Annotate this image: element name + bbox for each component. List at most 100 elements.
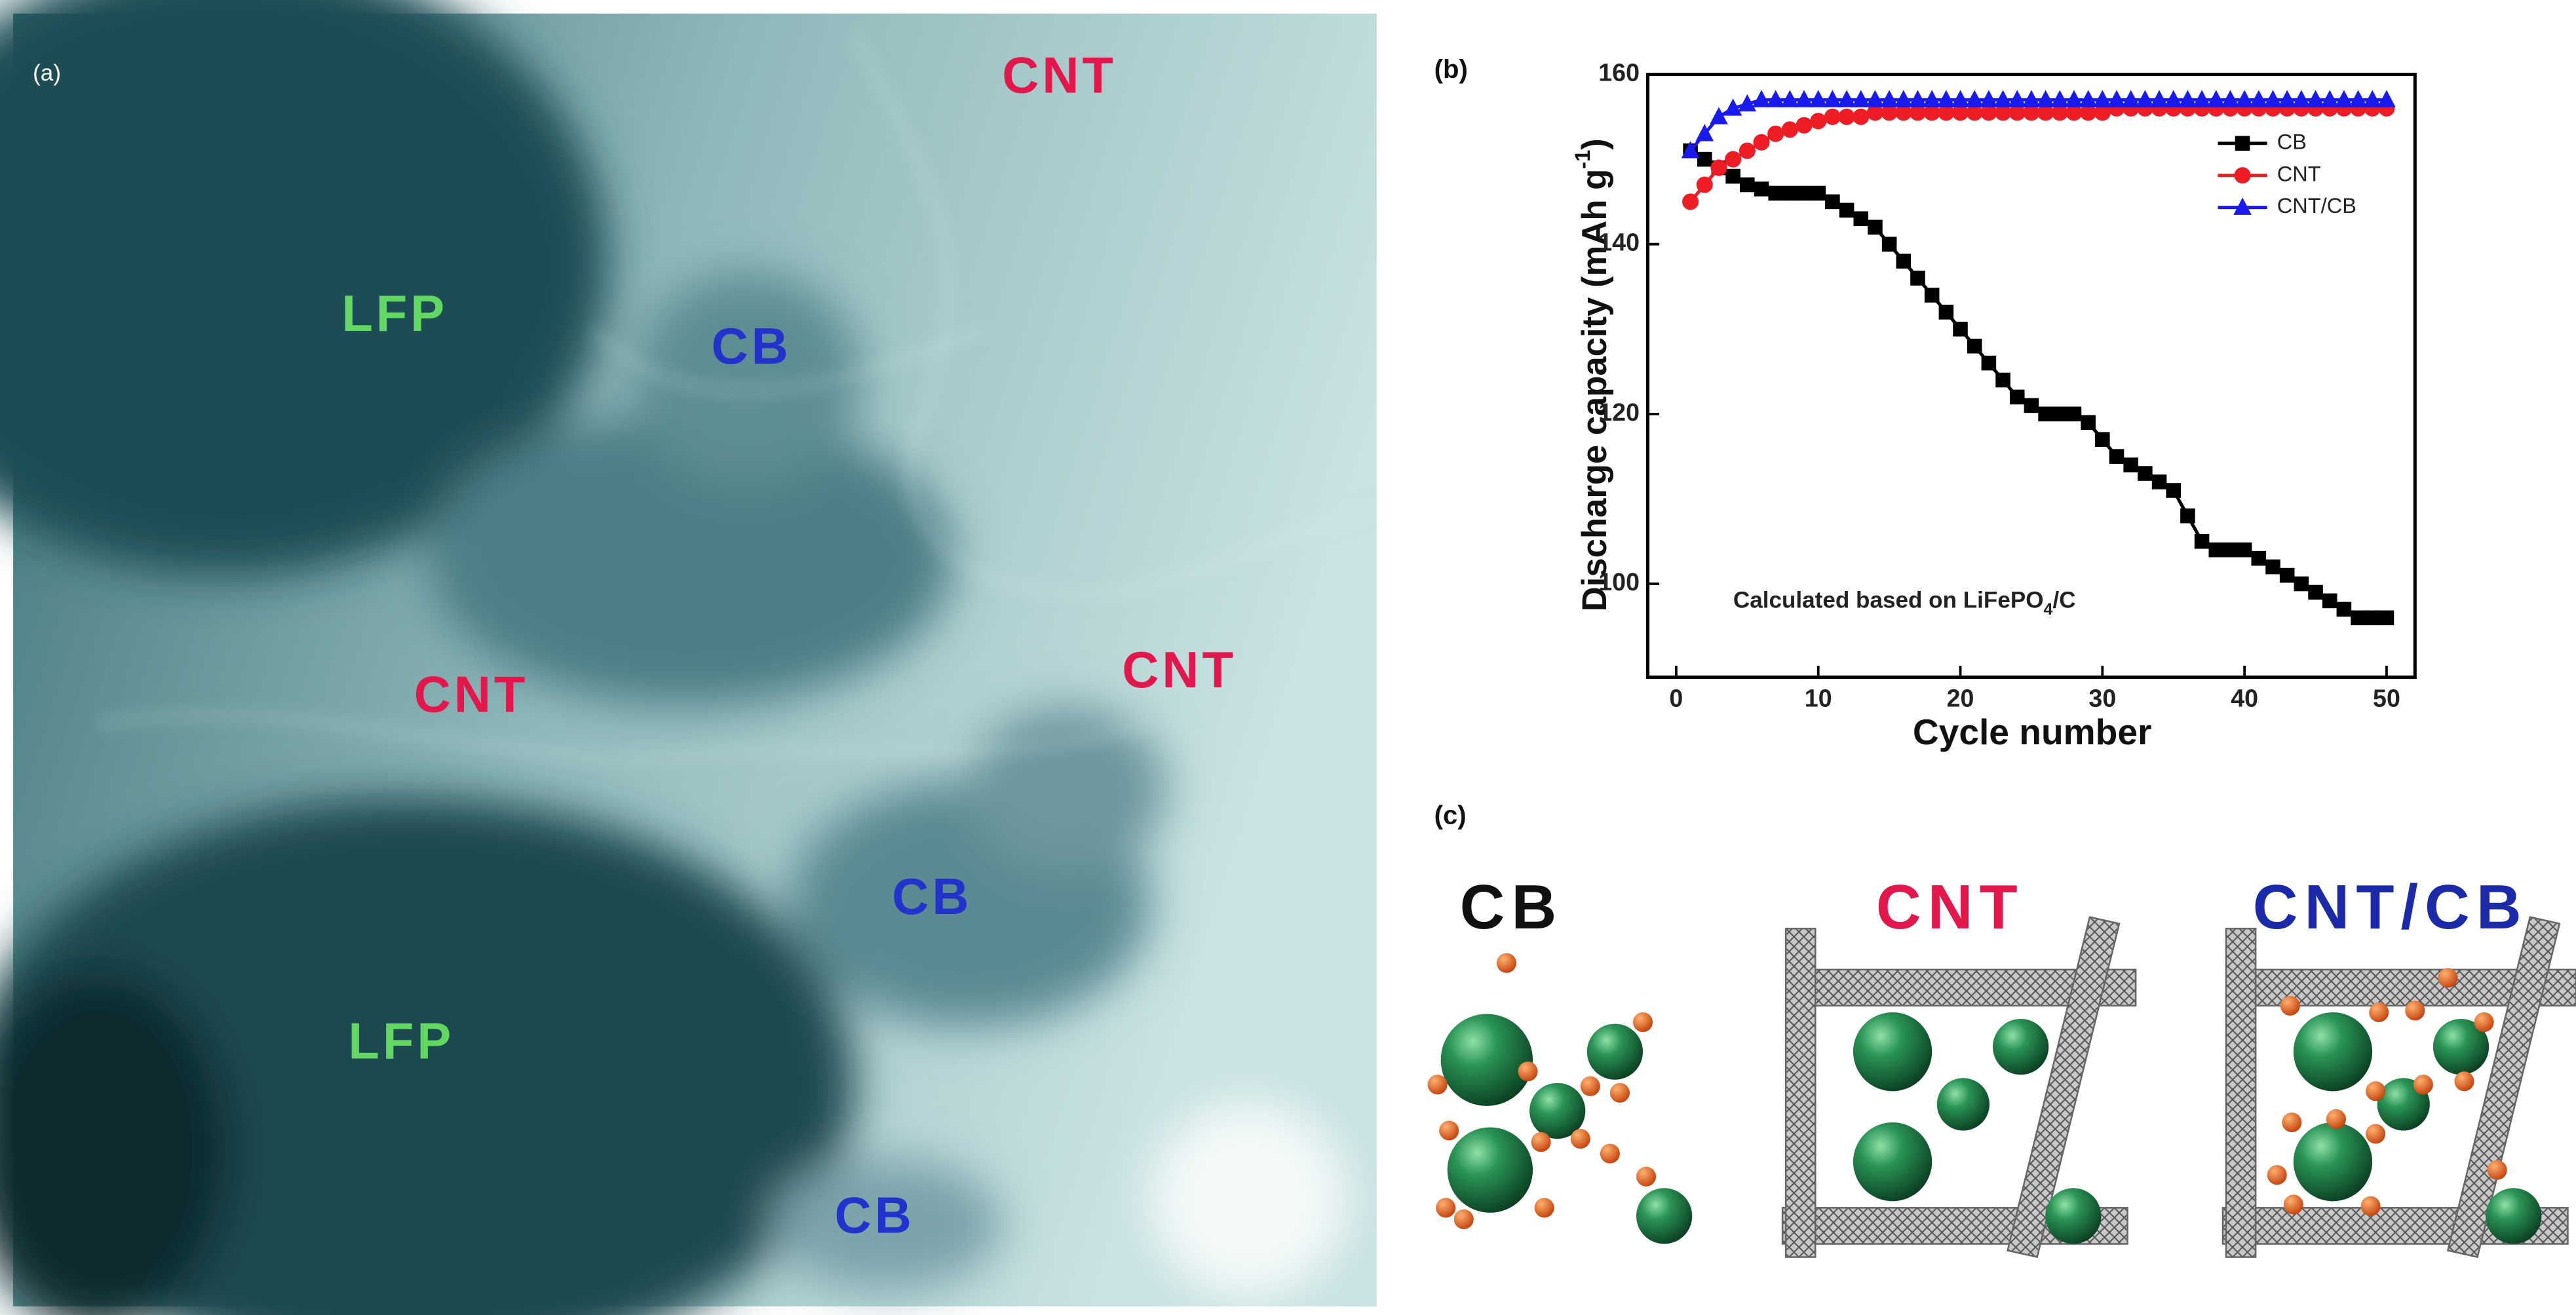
- data-point: [1796, 185, 1812, 201]
- data-point: [1681, 141, 1700, 159]
- data-point: [1754, 181, 1769, 197]
- data-point: [1697, 151, 1712, 167]
- data-point: [2335, 90, 2353, 107]
- data-point: [1910, 271, 1925, 286]
- panel-label: (b): [1434, 55, 1468, 84]
- tem-label: CNT: [414, 667, 529, 723]
- data-point: [2008, 90, 2027, 107]
- tem-label: CB: [712, 318, 792, 375]
- data-point: [1908, 90, 1927, 107]
- data-point: [2023, 104, 2040, 121]
- data-point: [1980, 104, 1997, 121]
- legend-marker: [2233, 197, 2252, 215]
- annotation: Calculated based on LiFePO4/C: [1733, 588, 2076, 619]
- tem-label: CB: [835, 1187, 915, 1244]
- data-point: [1866, 104, 1883, 121]
- cb-particle: [2326, 1109, 2347, 1130]
- cb-particle: [1570, 1129, 1590, 1149]
- annotation-text: Calculated based on LiFePO: [1733, 588, 2044, 613]
- data-point: [2237, 542, 2252, 558]
- lfp-particle: [2045, 1188, 2102, 1244]
- data-point: [1780, 90, 1799, 107]
- lfp-particle: [1853, 1012, 1932, 1092]
- data-point: [2038, 406, 2053, 422]
- data-point: [2223, 542, 2238, 558]
- data-point: [2107, 90, 2126, 107]
- data-point: [1938, 305, 1954, 320]
- lfp-particle: [1529, 1082, 1586, 1139]
- data-point: [1696, 176, 1713, 193]
- data-point: [1980, 90, 1998, 107]
- data-point: [1825, 194, 1840, 210]
- x-tick-label: 40: [2231, 685, 2258, 712]
- tem-label: LFP: [348, 1014, 454, 1070]
- data-point: [1723, 98, 1742, 116]
- legend-label: CNT/CB: [2277, 193, 2356, 218]
- lfp-particle: [1636, 1188, 1693, 1244]
- data-point: [2279, 567, 2295, 583]
- data-point: [1823, 90, 1842, 107]
- cb-particle: [2487, 1160, 2507, 1180]
- lfp-particle: [1440, 1014, 1533, 1106]
- data-point: [2065, 90, 2083, 107]
- data-point: [1710, 107, 1728, 124]
- data-point: [1880, 90, 1898, 107]
- data-point: [2265, 559, 2280, 575]
- data-point: [1995, 104, 2012, 121]
- data-point: [2136, 90, 2155, 107]
- legend-label: CNT: [2277, 161, 2321, 185]
- cb-particle: [1453, 1209, 1474, 1229]
- data-point: [2123, 457, 2138, 472]
- lfp-particle: [1993, 1019, 2049, 1075]
- data-point: [2235, 90, 2254, 107]
- lfp-particle: [2486, 1188, 2542, 1244]
- data-point: [1895, 104, 1912, 121]
- data-point: [2250, 90, 2268, 107]
- data-point: [1965, 90, 1984, 107]
- data-point: [2363, 90, 2382, 107]
- data-point: [2349, 90, 2368, 107]
- data-point: [1796, 117, 1813, 134]
- data-point: [1868, 219, 1883, 235]
- cb-particle: [2366, 1124, 2386, 1144]
- data-point: [1839, 202, 1855, 218]
- data-point: [1853, 108, 1870, 125]
- cb-particle: [1439, 1120, 1459, 1141]
- tem-label: CNT: [1002, 48, 1117, 104]
- data-point: [2081, 415, 2096, 430]
- data-point: [2379, 610, 2394, 626]
- data-point: [1853, 211, 1869, 227]
- data-point: [1837, 90, 1856, 107]
- tem-label: CNT: [1122, 642, 1237, 698]
- data-point: [1781, 121, 1798, 138]
- data-point: [2037, 104, 2054, 121]
- x-tick-label: 0: [1669, 685, 1683, 712]
- x-axis-label: Cycle number: [1913, 712, 2152, 752]
- cb-particle: [2405, 1001, 2425, 1021]
- schematic-title: CNT: [1876, 873, 2024, 942]
- data-point: [2377, 90, 2396, 107]
- data-point: [2294, 576, 2309, 592]
- cb-particle: [1518, 1061, 1538, 1082]
- tem-particles: [0, 0, 1166, 1315]
- y-tick-label: 100: [1598, 568, 1640, 596]
- cb-particle: [2280, 995, 2300, 1016]
- data-point: [1993, 90, 2012, 107]
- data-point: [1739, 142, 1756, 159]
- data-point: [2150, 90, 2168, 107]
- data-point: [2080, 104, 2097, 121]
- data-point: [1824, 108, 1841, 125]
- data-point: [1951, 104, 1969, 121]
- y-tick-label: 120: [1598, 398, 1640, 426]
- data-point: [1923, 90, 1941, 107]
- x-tick-label: 30: [2088, 685, 2116, 712]
- lfp-particle: [2293, 1122, 2373, 1202]
- cb-particle: [2267, 1165, 2287, 1185]
- data-point: [1695, 124, 1714, 142]
- cb-particle: [2369, 1002, 2389, 1023]
- cb-particle: [2282, 1112, 2302, 1133]
- data-point: [1953, 321, 1968, 337]
- cb-particle: [2438, 968, 2458, 988]
- tem-label: LFP: [341, 286, 448, 342]
